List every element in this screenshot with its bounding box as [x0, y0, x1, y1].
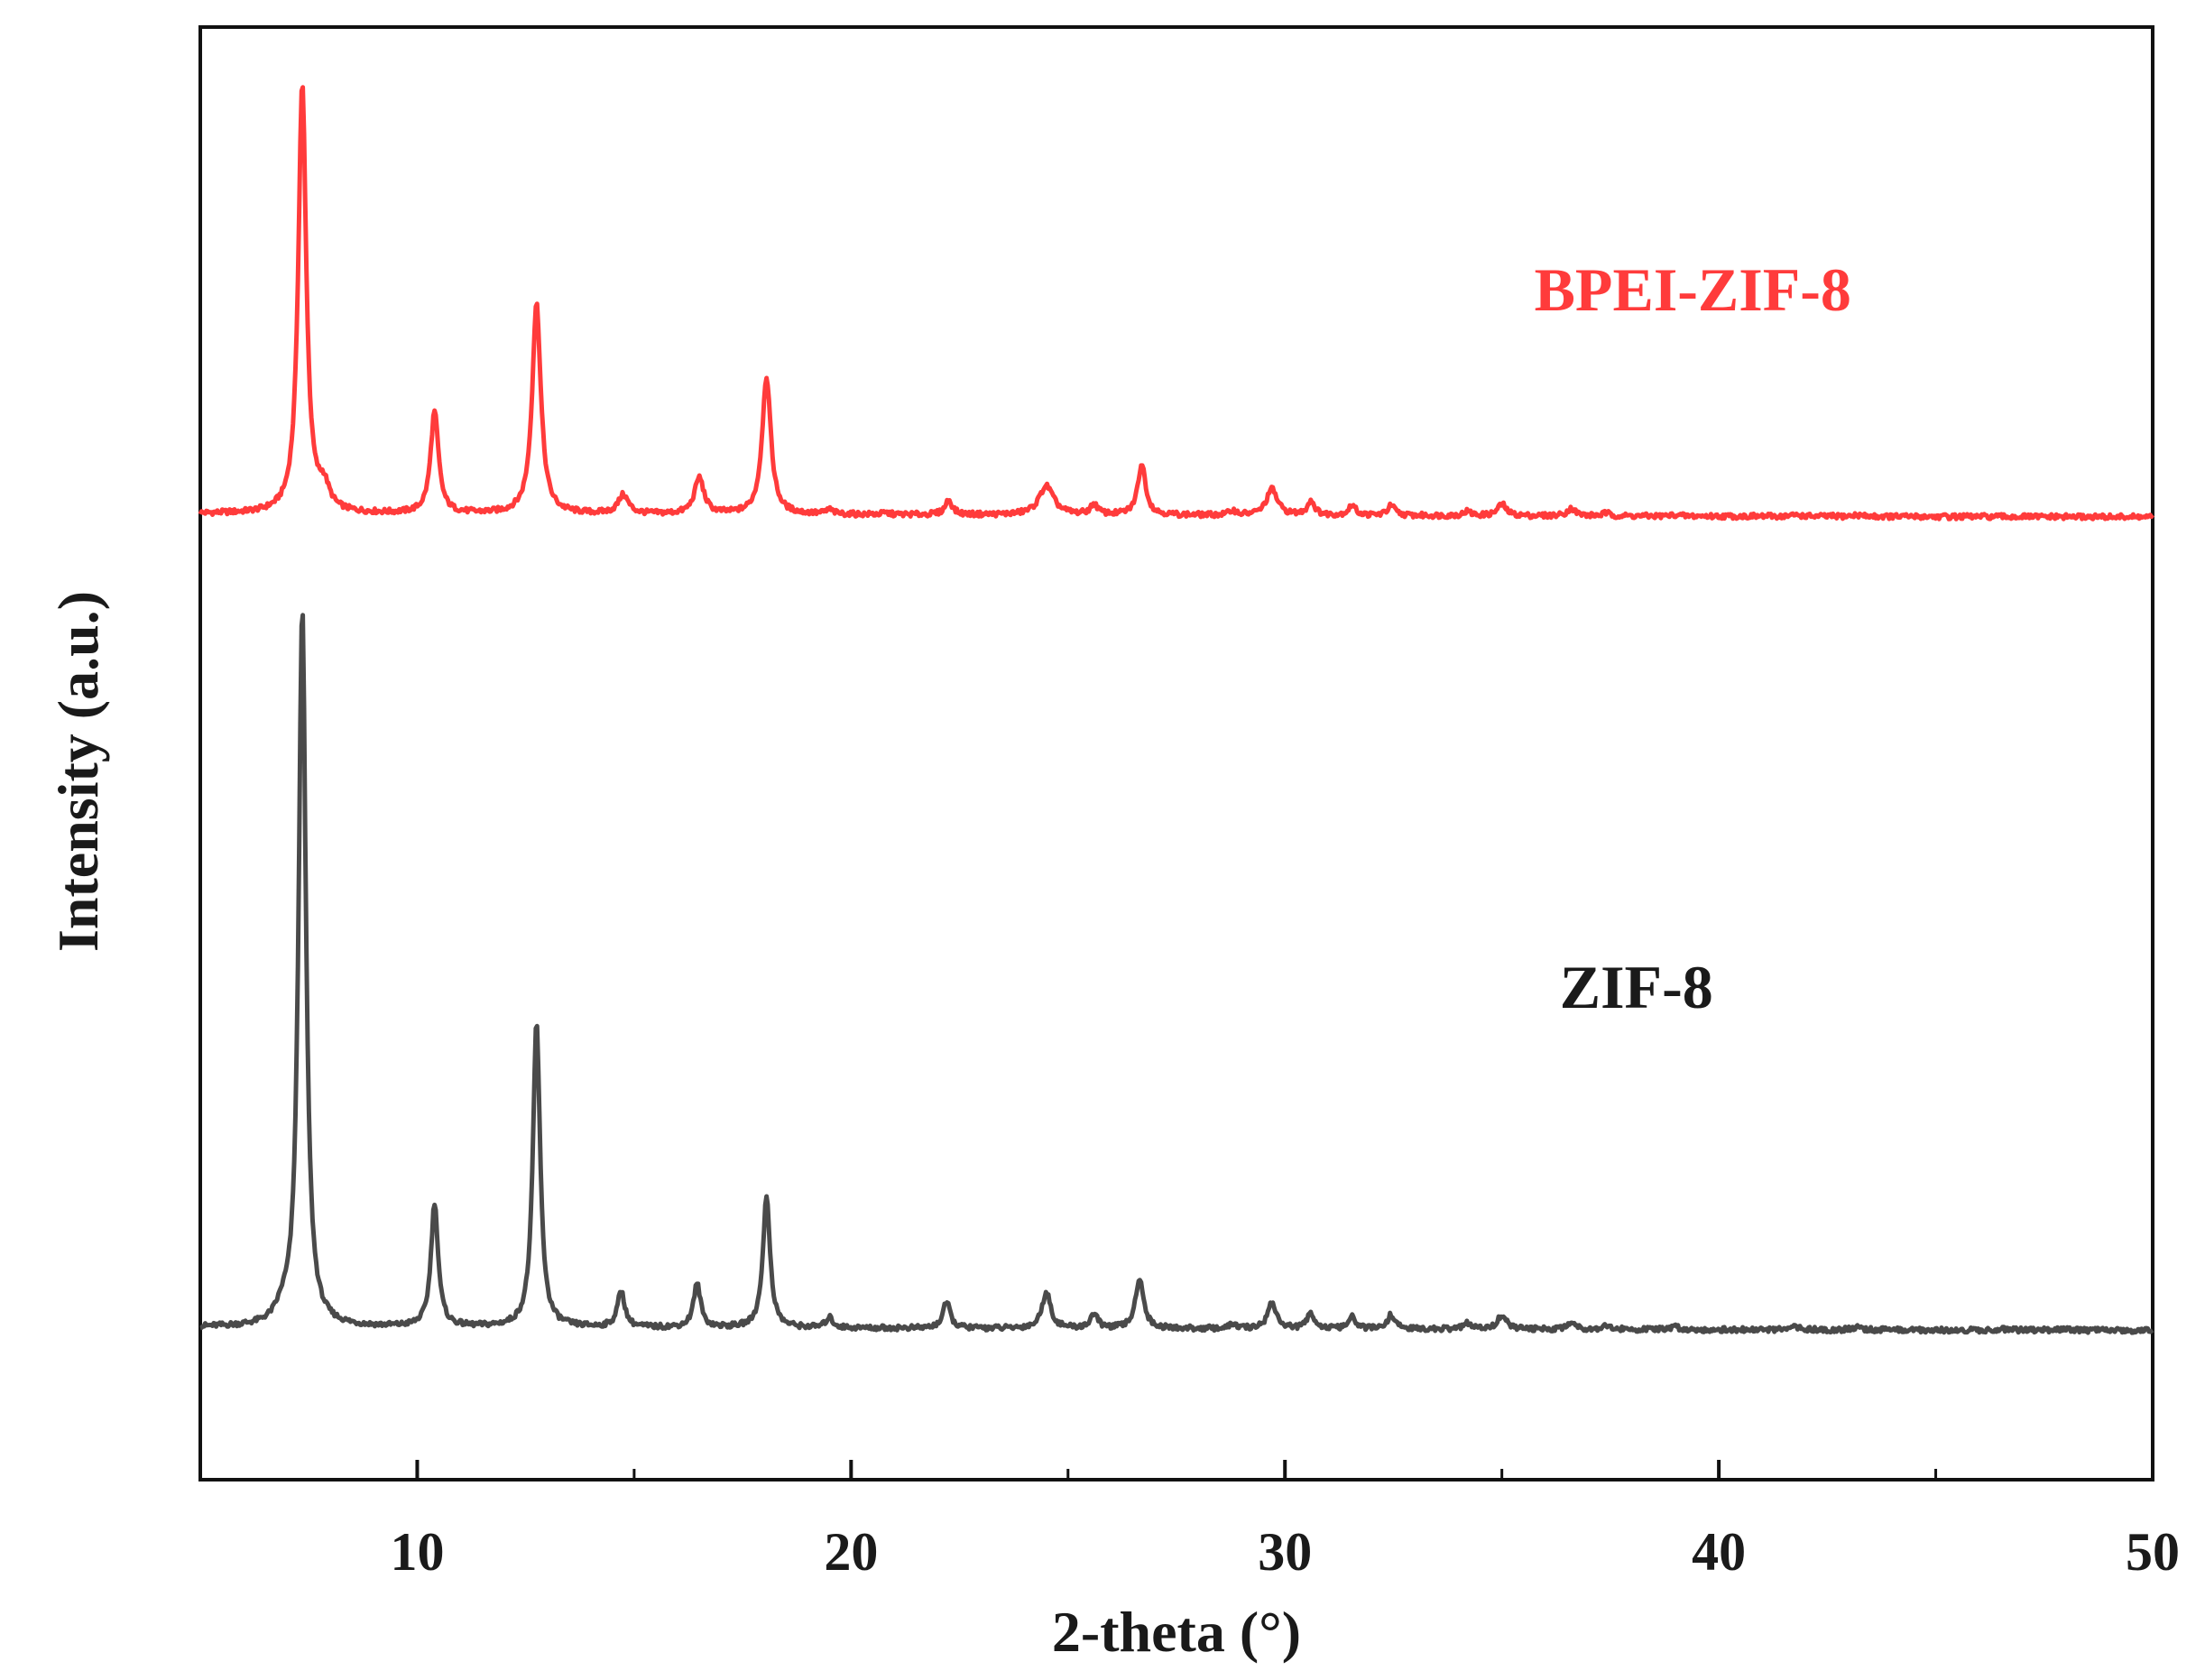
annotation-layer: BPEI-ZIF-8 ZIF-8 — [1535, 255, 1851, 1021]
x-tick-label: 50 — [2126, 1522, 2180, 1582]
axes-layer: 10 20 30 40 50 — [390, 1460, 2180, 1582]
x-axis-label: 2-theta (°) — [1052, 1600, 1301, 1664]
series-label-bpei-zif-8: BPEI-ZIF-8 — [1535, 255, 1851, 324]
x-tick-label: 20 — [824, 1522, 878, 1582]
series-line-bpei-zif-8 — [198, 85, 2155, 522]
x-tick-label: 40 — [1692, 1522, 1746, 1582]
plot-area — [198, 25, 2154, 1482]
plot-frame — [198, 25, 2154, 1482]
x-tick-label: 10 — [390, 1522, 444, 1582]
series-label-zif-8: ZIF-8 — [1560, 953, 1713, 1021]
series-layer — [198, 85, 2155, 1335]
series-line-zif-8 — [198, 613, 2154, 1335]
x-tick-label: 30 — [1258, 1522, 1312, 1582]
y-axis-label: Intensity (a.u.) — [46, 591, 110, 952]
